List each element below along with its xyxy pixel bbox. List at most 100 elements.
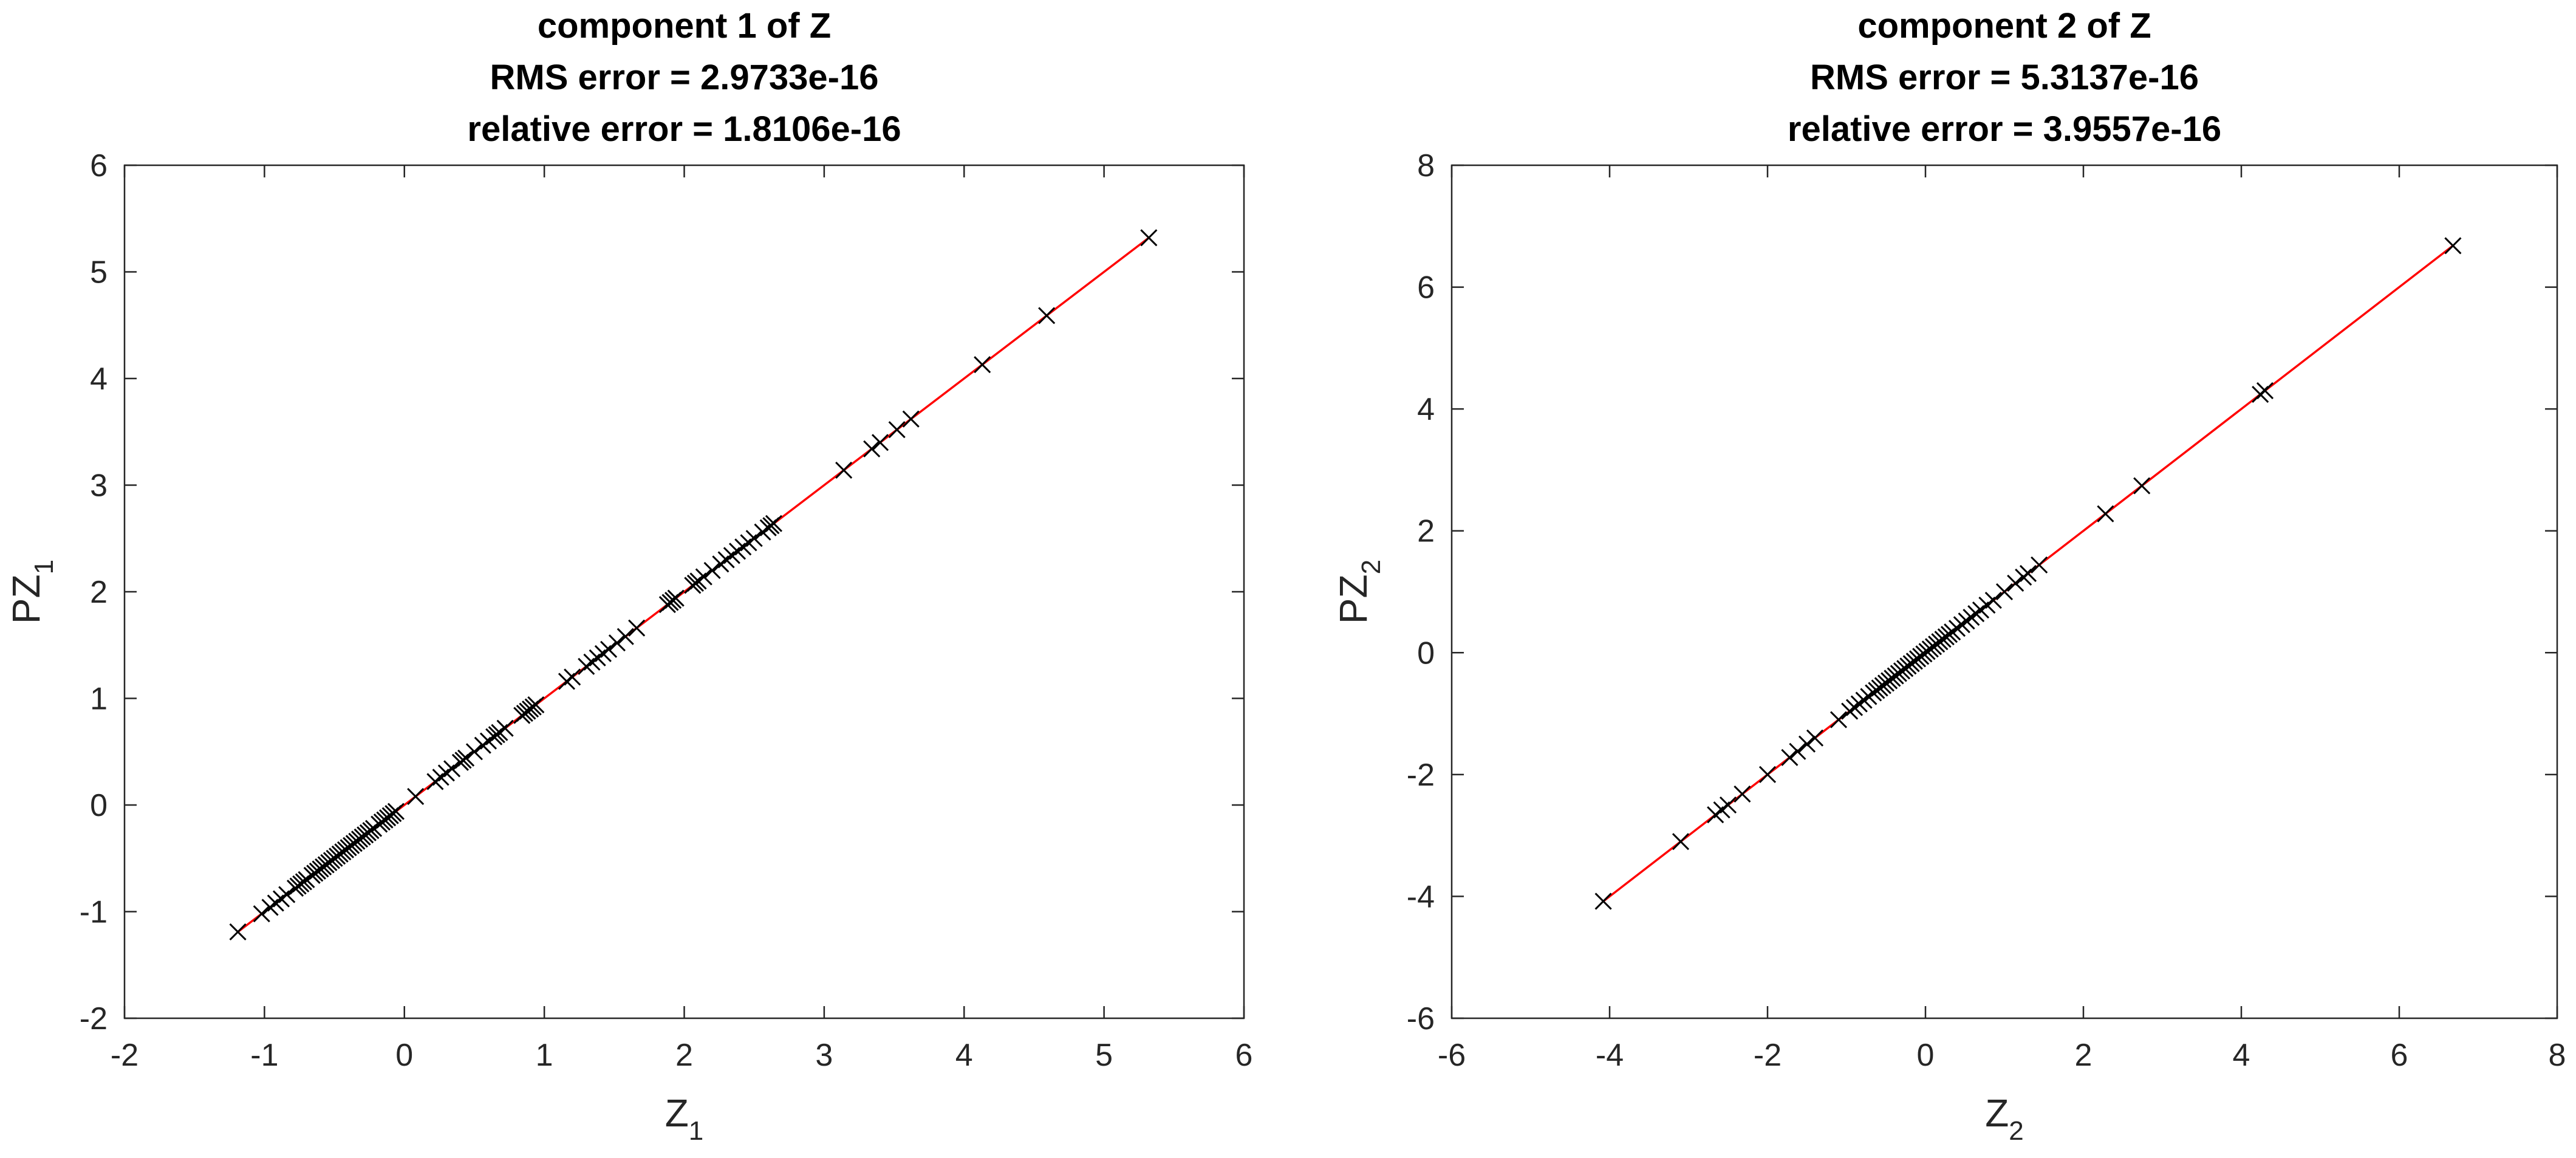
data-point-marker xyxy=(253,905,270,923)
y-tick-label: 4 xyxy=(1417,392,1435,427)
y-axis-label: PZ1 xyxy=(4,560,59,624)
data-point-marker xyxy=(765,515,783,532)
y-tick-label: 2 xyxy=(90,575,108,610)
x-axis-label-sub: 2 xyxy=(2009,1116,2023,1146)
x-tick-label: -6 xyxy=(1438,1038,1466,1073)
data-point-marker xyxy=(1798,735,1816,753)
data-point-marker xyxy=(2256,382,2274,400)
data-point-marker xyxy=(835,461,853,479)
chart-title-line: component 1 of Z xyxy=(538,6,831,46)
y-tick-label: 5 xyxy=(90,255,108,290)
chart-title-line: component 2 of Z xyxy=(1857,6,2151,46)
data-point-marker xyxy=(1038,307,1056,324)
data-point-marker xyxy=(1140,229,1158,247)
data-point-marker xyxy=(465,743,483,761)
x-axis-label-main: Z xyxy=(665,1091,689,1135)
data-point-marker xyxy=(600,640,618,658)
data-point-marker xyxy=(2007,574,2024,592)
chart-panel-1: component 1 of Z RMS error = 2.9733e-16 re… xyxy=(4,6,1252,1146)
x-tick-label: -2 xyxy=(1754,1038,1782,1073)
chart-title-line: relative error = 3.9557e-16 xyxy=(1788,109,2221,149)
x-tick-label: 8 xyxy=(2549,1038,2566,1073)
x-tick-label: 6 xyxy=(2391,1038,2408,1073)
x-tick-label: 2 xyxy=(2075,1038,2093,1073)
x-tick-label: 0 xyxy=(395,1038,413,1073)
data-point-marker xyxy=(703,561,721,579)
y-axis-label-main: PZ xyxy=(1331,574,1375,624)
y-axis-label: PZ2 xyxy=(1331,560,1386,624)
data-point-marker xyxy=(527,696,545,714)
y-tick-label: 6 xyxy=(90,148,108,183)
x-axis-label: Z2 xyxy=(1985,1091,2024,1146)
data-point-marker xyxy=(2031,556,2048,574)
y-tick-label: 0 xyxy=(90,788,108,823)
data-point-marker xyxy=(1672,833,1690,851)
data-point-marker xyxy=(1758,766,1777,783)
x-tick-label: 2 xyxy=(675,1038,693,1073)
y-tick-label: -4 xyxy=(1407,879,1435,914)
y-tick-label: 4 xyxy=(90,361,108,397)
y-tick-label: -1 xyxy=(80,895,108,930)
data-point-marker xyxy=(617,628,634,645)
data-point-marker xyxy=(695,568,712,586)
x-tick-label: -4 xyxy=(1596,1038,1624,1073)
data-point-marker xyxy=(871,434,889,451)
data-point-marker xyxy=(1734,785,1751,803)
data-point-marker xyxy=(2133,477,2151,495)
y-tick-label: 0 xyxy=(1417,636,1435,671)
data-point-marker xyxy=(443,760,461,778)
y-tick-label: 2 xyxy=(1417,514,1435,549)
y-tick-label: -6 xyxy=(1407,1001,1435,1036)
x-tick-label: 4 xyxy=(955,1038,973,1073)
y-tick-label: 3 xyxy=(90,468,108,504)
x-tick-label: 6 xyxy=(1235,1038,1253,1073)
data-point-marker xyxy=(628,619,646,637)
data-point-marker xyxy=(407,787,425,806)
y-axis-label-main: PZ xyxy=(4,574,48,624)
x-tick-label: 1 xyxy=(536,1038,553,1073)
data-point-marker xyxy=(745,530,763,547)
data-point-marker xyxy=(1830,711,1848,728)
chart-title-line: relative error = 1.8106e-16 xyxy=(467,109,901,149)
data-point-marker xyxy=(608,634,626,652)
data-point-marker xyxy=(902,410,920,428)
x-tick-label: 3 xyxy=(815,1038,833,1073)
data-point-marker xyxy=(1789,742,1806,760)
data-point-marker xyxy=(1781,749,1799,766)
data-point-marker xyxy=(1995,583,2014,601)
x-tick-label: -1 xyxy=(250,1038,278,1073)
data-point-marker xyxy=(863,440,881,457)
data-point-marker xyxy=(2019,564,2037,582)
y-axis-label-sub: 1 xyxy=(29,560,59,574)
data-point-marker xyxy=(229,923,247,940)
y-tick-label: 6 xyxy=(1417,270,1435,306)
data-point-marker xyxy=(2097,505,2114,522)
y-axis-label-sub: 2 xyxy=(1356,560,1386,574)
x-axis-label-sub: 1 xyxy=(689,1116,703,1146)
data-point-marker xyxy=(496,719,514,737)
y-tick-label: -2 xyxy=(80,1001,108,1036)
data-point-marker xyxy=(1719,796,1737,814)
data-point-marker xyxy=(1984,591,2002,609)
x-tick-label: 5 xyxy=(1095,1038,1113,1073)
data-point-marker xyxy=(1594,892,1612,910)
x-axis-label: Z1 xyxy=(665,1091,704,1146)
data-point-marker xyxy=(387,803,405,820)
data-point-marker xyxy=(2444,237,2462,255)
x-tick-label: 0 xyxy=(1917,1038,1935,1073)
data-point-marker xyxy=(888,421,906,439)
y-tick-label: 8 xyxy=(1417,148,1435,183)
data-point-marker xyxy=(564,668,581,686)
data-point-marker xyxy=(457,749,475,767)
data-point-marker xyxy=(974,356,991,374)
data-point-marker xyxy=(278,886,296,903)
y-tick-label: 1 xyxy=(90,682,108,717)
x-axis-label-main: Z xyxy=(1985,1091,2009,1135)
y-tick-label: -2 xyxy=(1407,758,1435,793)
data-point-marker xyxy=(667,589,685,607)
x-tick-label: -2 xyxy=(111,1038,138,1073)
chart-panel-2: component 2 of Z RMS error = 5.3137e-16 re… xyxy=(1331,6,2566,1146)
chart-title-line: RMS error = 2.9733e-16 xyxy=(490,58,879,97)
data-point-marker xyxy=(1806,729,1824,747)
